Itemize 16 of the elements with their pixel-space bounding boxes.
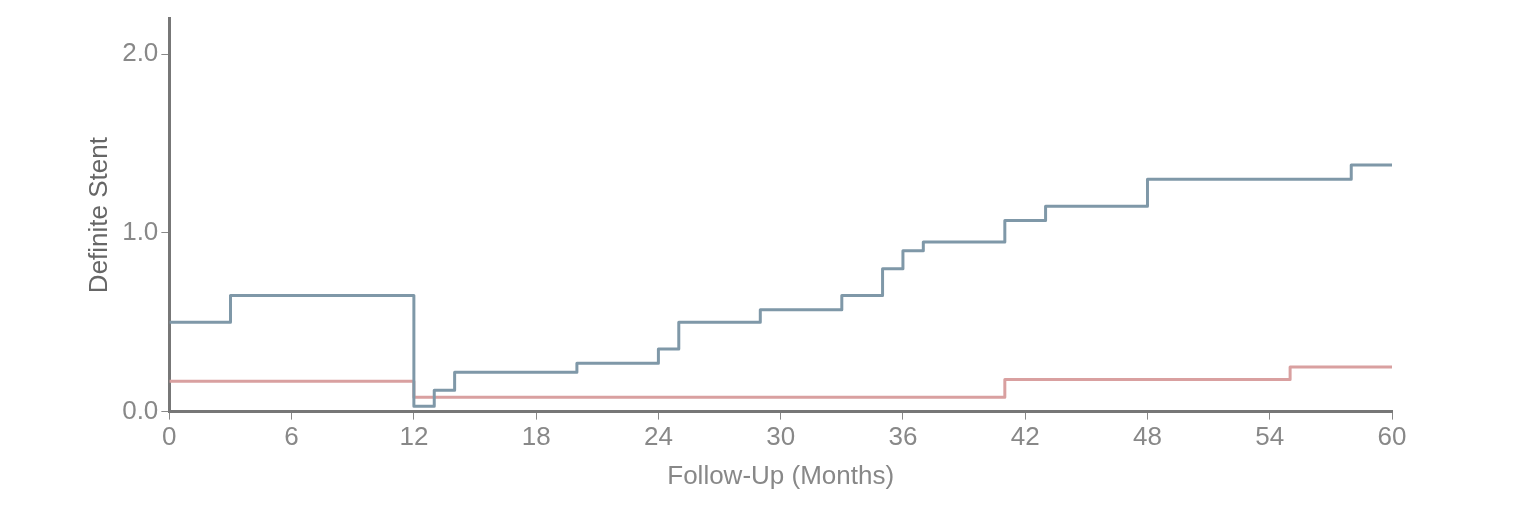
x-tick-label: 36 — [888, 421, 918, 452]
y-tick-label: 2.0 — [122, 37, 159, 68]
y-axis-title: Definite Stent — [82, 136, 113, 294]
x-tick-label: 48 — [1133, 421, 1162, 452]
x-tick-label: 30 — [766, 421, 796, 452]
x-tick-label: 6 — [284, 421, 299, 452]
x-tick-label: 42 — [1010, 421, 1040, 452]
x-tick-label: 0 — [162, 421, 177, 452]
y-tick-label: 1.0 — [122, 216, 159, 247]
x-tick-label: 24 — [643, 421, 673, 452]
x-tick-label: 18 — [521, 421, 551, 452]
x-axis-title: Follow-Up (Months) — [667, 459, 895, 490]
x-tick-label: 54 — [1255, 421, 1285, 452]
x-tick-label: 60 — [1377, 421, 1407, 452]
y-tick-label: 0.0 — [122, 394, 159, 425]
x-tick-label: 12 — [399, 421, 429, 452]
